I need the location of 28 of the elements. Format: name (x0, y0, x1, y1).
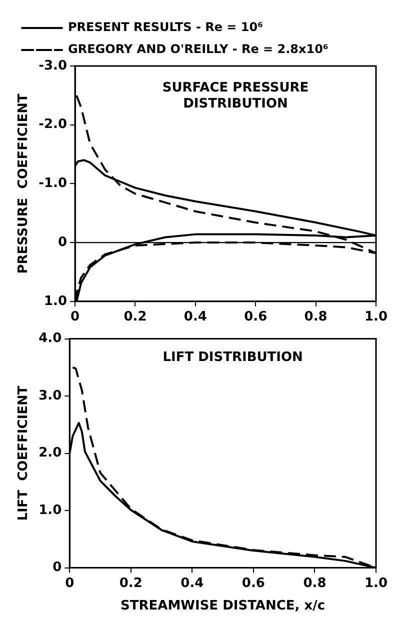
y-tick-label: -2.0 (38, 117, 68, 132)
y-tick-label: 1.0 (44, 294, 68, 309)
y-axis-title: LIFT COEFFICIENT (16, 386, 32, 521)
x-tick-label: 0 (70, 310, 80, 325)
legend-label: GREGORY AND O'REILLY - Re = 2.8x10⁶ (68, 42, 328, 56)
annotation: SURFACE PRESSURE DISTRIBUTION (162, 80, 309, 112)
x-tick-label: 0.2 (119, 576, 142, 591)
y-axis-title: PRESSURE COEFFICIENT (16, 94, 32, 274)
y-tick-label: 1.0 (38, 502, 62, 518)
x-tick-label: 0.2 (124, 310, 147, 325)
y-tick-label: -1.0 (38, 176, 68, 192)
y-tick-label: 2.0 (38, 446, 62, 461)
x-tick-label: 0.4 (180, 576, 204, 591)
y-tick-label: 3.0 (38, 388, 62, 404)
x-tick-label: 0.6 (242, 576, 265, 591)
x-tick-label: 0.4 (184, 310, 207, 325)
x-tick-label: 0.8 (304, 310, 328, 325)
x-tick-label: 1.0 (364, 576, 388, 591)
x-axis-title: STREAMWISE DISTANCE, x/c (120, 598, 326, 614)
x-tick-label: 1.0 (364, 310, 388, 325)
y-tick-label: 0 (58, 234, 68, 250)
y-tick-label: 0 (52, 560, 62, 576)
x-tick-label: 0.6 (244, 310, 268, 325)
y-tick-label: -3.0 (38, 58, 68, 74)
x-tick-label: 0.8 (303, 576, 326, 591)
annotation: LIFT DISTRIBUTION (162, 350, 303, 365)
legend-label: PRESENT RESULTS - Re = 10⁶ (68, 20, 263, 34)
y-tick-label: 4.0 (38, 331, 62, 346)
